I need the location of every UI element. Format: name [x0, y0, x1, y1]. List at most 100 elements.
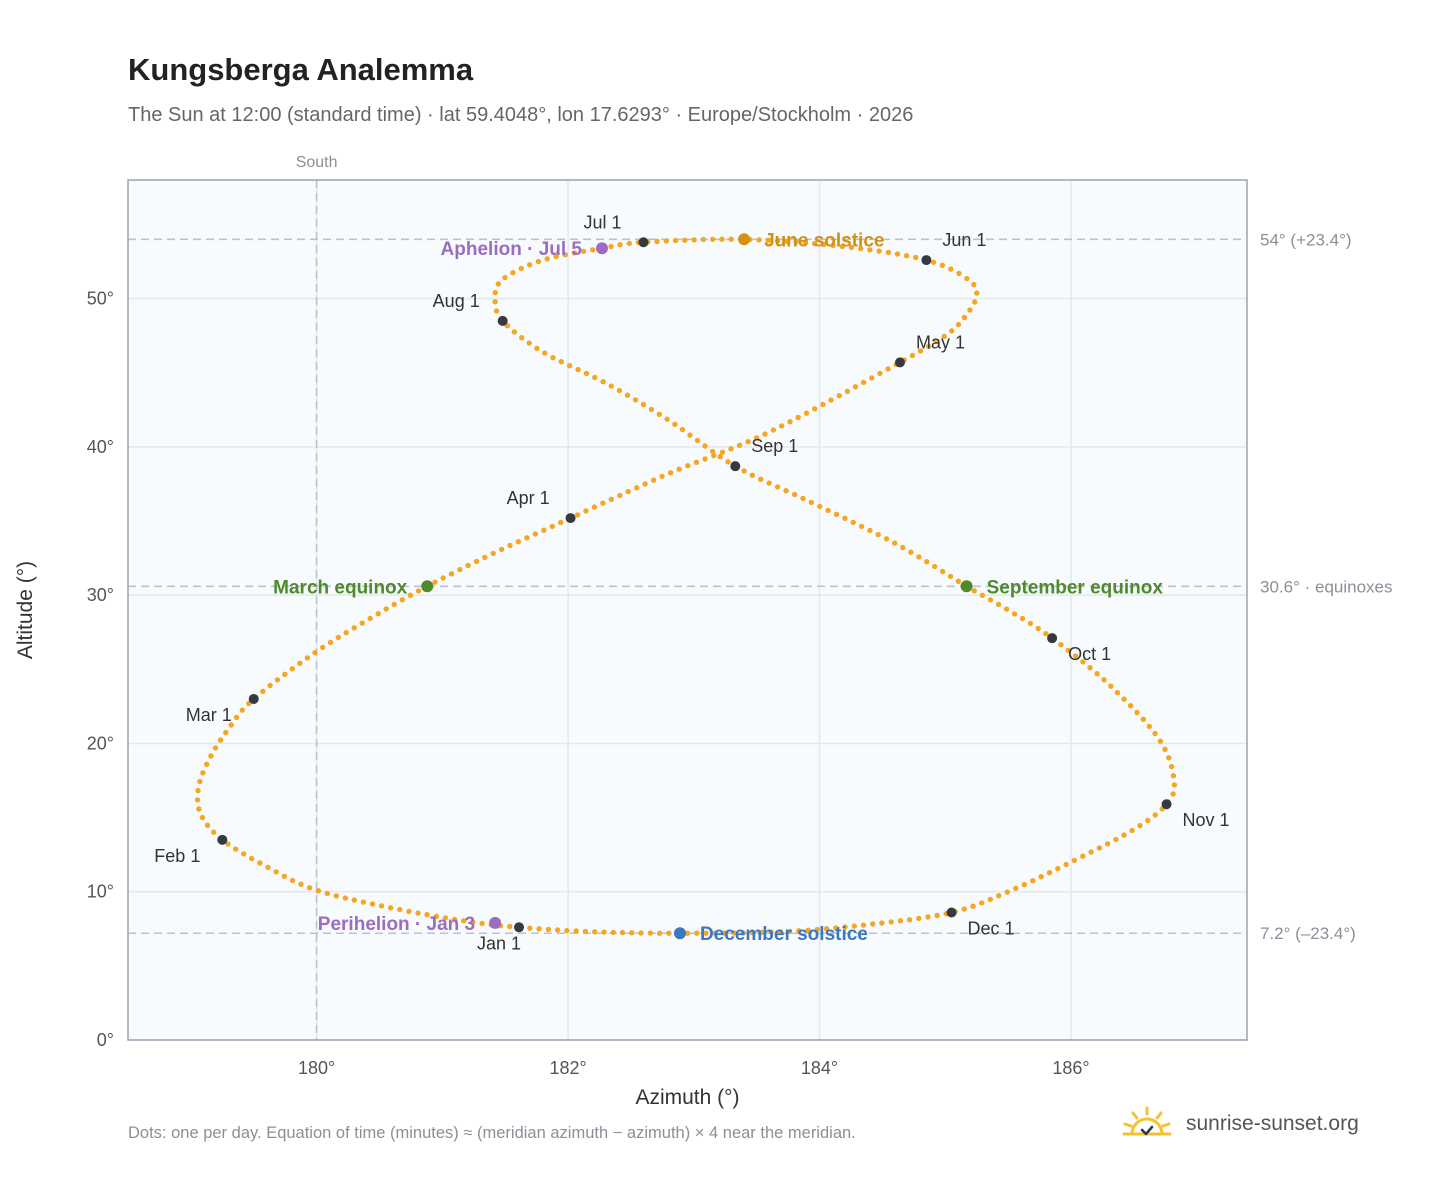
daily-dot: [805, 927, 811, 933]
daily-dot: [869, 375, 875, 381]
daily-dot: [1145, 817, 1151, 824]
daily-dot: [592, 374, 598, 381]
daily-dot: [770, 427, 777, 433]
y-tick-label: 30°: [87, 585, 114, 605]
daily-dot: [833, 511, 840, 517]
daily-dot: [553, 253, 559, 260]
daily-dot: [930, 259, 937, 265]
daily-dot: [617, 242, 623, 248]
daily-dot: [558, 359, 564, 365]
daily-dot: [1162, 746, 1168, 752]
daily-dot: [996, 893, 1002, 899]
daily-dot: [721, 930, 728, 936]
daily-dot: [974, 290, 980, 296]
month-marker: [514, 922, 525, 933]
daily-dot: [1096, 845, 1103, 851]
daily-dot: [511, 329, 518, 335]
y-axis-label: Altitude (°): [14, 561, 37, 659]
month-marker: [730, 461, 741, 472]
daily-dot: [934, 912, 940, 919]
daily-dot: [892, 540, 898, 546]
daily-dot: [663, 238, 669, 244]
brand-logo[interactable]: sunrise-sunset.org: [1120, 1100, 1359, 1148]
daily-dot: [885, 249, 891, 256]
daily-dot: [844, 388, 851, 394]
daily-dot: [956, 270, 962, 277]
month-marker: [497, 315, 508, 326]
daily-dot: [717, 454, 723, 460]
daily-dot: [765, 237, 771, 243]
daily-dot: [808, 499, 814, 506]
daily-dot: [876, 248, 882, 254]
daily-dot: [939, 262, 946, 268]
y-tick-label: 10°: [87, 882, 114, 902]
daily-dot: [562, 252, 568, 258]
south-label: South: [296, 154, 338, 171]
daily-dot: [498, 546, 505, 553]
daily-dot: [249, 855, 255, 862]
daily-dot: [731, 930, 737, 936]
daily-dot: [1146, 723, 1153, 730]
daily-dot: [223, 729, 229, 736]
daily-dot: [833, 925, 839, 931]
daily-dot: [212, 745, 219, 751]
event-label: September equinox: [987, 577, 1164, 598]
daily-dot: [573, 928, 579, 934]
daily-dot: [803, 410, 810, 416]
daily-dot: [424, 912, 430, 918]
daily-dot: [465, 562, 471, 569]
daily-dot: [916, 915, 922, 922]
daily-dot: [260, 688, 266, 694]
daily-dot: [590, 247, 596, 253]
daily-dot: [536, 926, 542, 932]
daily-dot: [1127, 703, 1134, 709]
daily-dot: [900, 544, 906, 551]
daily-dot: [749, 472, 755, 478]
daily-dot: [399, 597, 405, 603]
daily-dot: [774, 484, 781, 490]
daily-dot: [1108, 683, 1114, 689]
daily-dot: [787, 419, 793, 425]
daily-dot: [987, 896, 993, 903]
event-label: December solstice: [700, 924, 868, 945]
reference-line-label: 30.6° · equinoxes: [1260, 577, 1393, 596]
chart-title: Kungsberga Analemma: [128, 52, 474, 87]
daily-dot: [745, 439, 751, 445]
daily-dot: [289, 877, 296, 884]
daily-dot: [574, 512, 581, 518]
daily-dot: [802, 240, 809, 246]
month-label: Oct 1: [1068, 644, 1111, 664]
daily-dot: [823, 926, 830, 932]
daily-dot: [811, 240, 818, 247]
daily-dot: [473, 558, 480, 565]
daily-dot: [600, 500, 606, 506]
daily-dot: [779, 423, 785, 429]
daily-dot: [1137, 822, 1143, 829]
daily-dot: [1003, 606, 1010, 612]
month-label: Apr 1: [507, 488, 550, 508]
month-marker: [248, 693, 259, 704]
daily-dot: [894, 251, 901, 257]
daily-dot: [672, 421, 678, 427]
daily-dot: [784, 238, 790, 245]
daily-dot: [725, 459, 731, 465]
daily-dot: [851, 923, 857, 929]
daily-dot: [1038, 874, 1044, 880]
daily-dot: [1027, 620, 1034, 627]
daily-dot: [916, 554, 922, 560]
daily-dot: [544, 256, 550, 262]
daily-dot: [378, 903, 385, 909]
month-label: Feb 1: [154, 846, 200, 866]
daily-dot: [527, 925, 533, 931]
daily-dot: [624, 392, 631, 398]
daily-dot: [777, 929, 783, 935]
daily-dot: [541, 527, 547, 533]
x-tick-label: 184°: [801, 1058, 838, 1078]
x-tick-label: 180°: [298, 1058, 335, 1078]
daily-dot: [493, 308, 500, 314]
daily-dot: [342, 895, 348, 901]
daily-dot: [583, 508, 589, 514]
event-label: June solstice: [764, 230, 884, 251]
daily-dot: [320, 644, 326, 651]
daily-dot: [758, 476, 764, 482]
